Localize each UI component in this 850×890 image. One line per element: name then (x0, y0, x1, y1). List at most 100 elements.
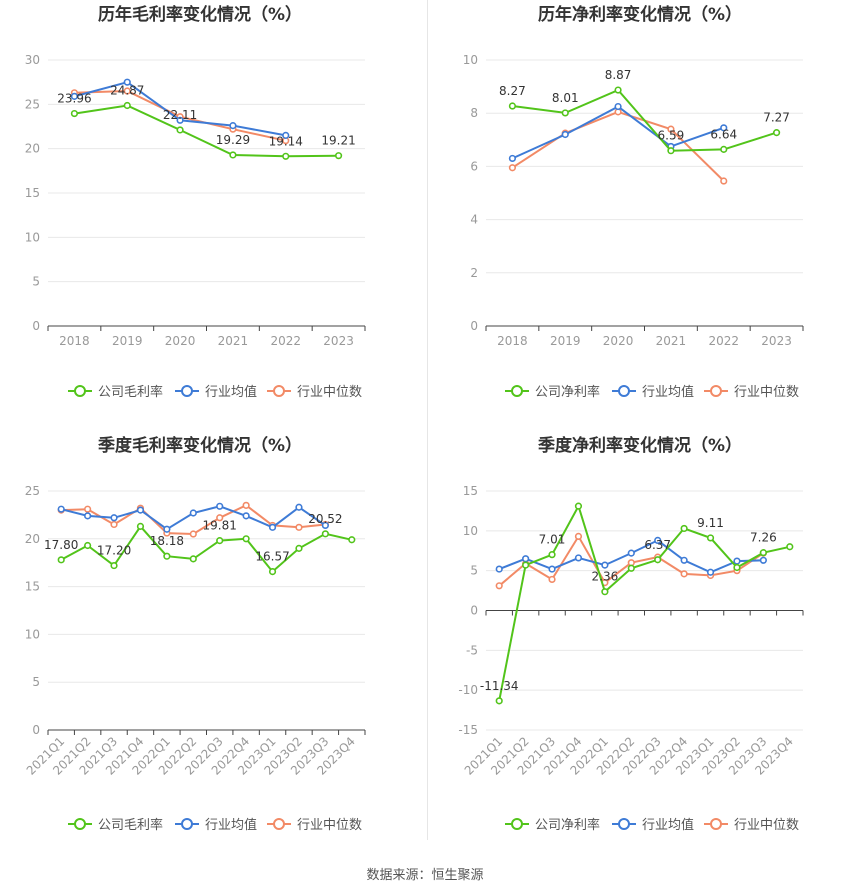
data-point-avg (614, 102, 622, 111)
data-point-avg (57, 505, 65, 513)
data-point-avg (706, 568, 715, 576)
data-label: 22.11 (163, 108, 197, 122)
legend-label-median: 行业中位数 (734, 385, 799, 400)
data-point-company (176, 126, 184, 134)
chart-title: 历年净利率变化情况（%） (538, 4, 742, 25)
data-point-company (189, 555, 197, 563)
data-point-company (295, 544, 303, 552)
x-tick-label: 2022 (270, 334, 301, 348)
data-point-avg (295, 503, 303, 511)
legend-marker-avg (181, 385, 193, 397)
data-point-avg (733, 557, 741, 565)
data-point-avg (495, 565, 503, 573)
series-line-company (498, 503, 791, 701)
legend-label-avg: 行业均值 (642, 384, 694, 400)
series-line-company (512, 88, 777, 152)
data-point-company (70, 109, 79, 118)
data-point-company (548, 551, 556, 559)
x-tick-label: 2023 (323, 334, 354, 348)
data-point-avg (680, 556, 688, 564)
legend-label-company: 公司毛利率 (98, 384, 163, 400)
legend-label-company: 公司毛利率 (98, 817, 163, 833)
y-tick-label: -15 (458, 723, 478, 737)
series-line-company (74, 104, 339, 158)
data-label: 7.27 (763, 111, 790, 125)
x-tick-label: 2019 (112, 334, 143, 348)
legend-label-company: 公司净利率 (535, 384, 600, 400)
data-label: 8.01 (552, 91, 579, 105)
data-point-avg (522, 555, 530, 563)
data-label: 6.37 (644, 538, 671, 552)
data-point-median (495, 582, 503, 590)
data-label: -11.34 (480, 679, 519, 693)
data-point-company (110, 561, 118, 570)
x-tick-label: 2020 (603, 334, 634, 348)
data-point-company (282, 152, 290, 160)
data-point-avg (627, 549, 635, 557)
data-point-company (654, 556, 662, 564)
data-label: 17.80 (44, 538, 78, 552)
y-tick-label: -10 (458, 683, 478, 697)
data-label: 19.21 (321, 134, 355, 148)
y-tick-label: 0 (470, 319, 478, 333)
y-tick-label: 0 (32, 723, 40, 737)
y-tick-label: 5 (32, 675, 40, 689)
data-point-company (522, 561, 530, 569)
data-point-avg (242, 512, 250, 520)
data-point-company (163, 552, 171, 560)
data-point-median (680, 570, 688, 578)
legend-marker-company (74, 818, 86, 830)
series-line-median (511, 110, 725, 182)
data-point-avg (321, 521, 329, 530)
y-tick-label: 25 (25, 484, 40, 498)
data-point-company (614, 86, 622, 94)
data-point-avg (176, 116, 184, 124)
legend-label-avg: 行业均值 (205, 384, 257, 400)
data-point-company (627, 564, 635, 572)
data-point-company (508, 102, 517, 110)
series-line-company (60, 524, 353, 574)
data-point-company (136, 522, 145, 530)
data-label: 19.14 (269, 134, 303, 148)
data-point-company (733, 563, 741, 572)
data-point-median (242, 501, 250, 509)
y-tick-label: 25 (25, 97, 40, 111)
legend-label-avg: 行业均值 (205, 817, 257, 833)
y-tick-label: 20 (25, 142, 40, 156)
data-point-company (57, 556, 65, 564)
data-label: 18.18 (150, 534, 184, 548)
data-point-avg (229, 122, 237, 130)
data-point-median (216, 514, 224, 522)
data-point-avg (136, 506, 145, 514)
legend-marker-company (74, 385, 86, 397)
data-point-company (495, 697, 503, 705)
data-label: 16.57 (255, 550, 289, 564)
data-point-avg (189, 509, 197, 517)
y-tick-label: 20 (25, 532, 40, 546)
y-tick-label: 0 (32, 319, 40, 333)
legend-marker-company (511, 385, 523, 397)
y-tick-label: 5 (470, 564, 478, 578)
data-point-company (84, 541, 92, 550)
data-point-avg (601, 561, 609, 569)
data-point-company (720, 145, 728, 153)
x-tick-label: 2021 (218, 334, 249, 348)
data-label: 7.01 (539, 533, 566, 547)
data-point-company (334, 152, 343, 160)
legend-label-avg: 行业均值 (642, 817, 694, 833)
data-label: 17.20 (97, 544, 131, 558)
chart-title: 历年毛利率变化情况（%） (98, 4, 302, 25)
data-point-median (508, 164, 517, 172)
data-point-median (667, 125, 675, 133)
data-point-company (786, 543, 794, 551)
data-point-company (601, 588, 609, 596)
data-label: 7.26 (750, 531, 777, 545)
legend-marker-median (710, 818, 722, 830)
y-tick-label: -5 (466, 643, 478, 657)
y-tick-label: 2 (470, 266, 478, 280)
data-label: 6.59 (658, 129, 685, 143)
y-tick-label: 10 (463, 524, 478, 538)
legend-marker-median (273, 385, 285, 397)
legend-marker-avg (618, 818, 630, 830)
